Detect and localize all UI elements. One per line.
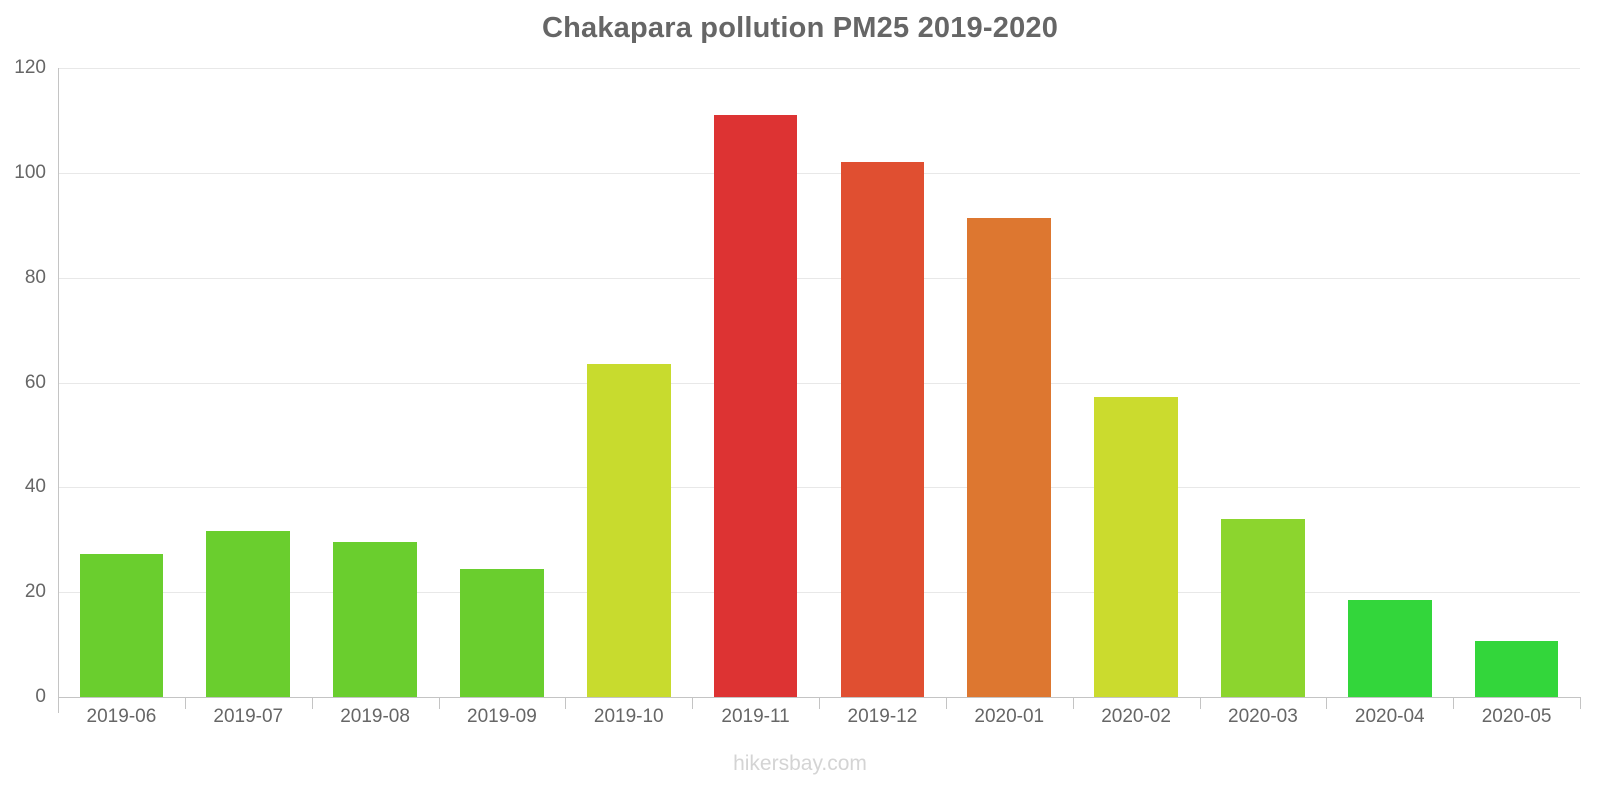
x-tick-label-2020-02: 2020-02 [1101,706,1171,727]
x-tick-label-2019-06: 2019-06 [86,706,157,727]
bar-slot [946,68,1073,697]
bar-2019-11[interactable] [713,115,798,697]
x-tick-mark [1072,697,1074,709]
y-tick-label-20: 20 [24,581,46,603]
y-tick-label-120: 120 [14,57,46,78]
bar-slot [692,68,819,697]
bar-2020-02[interactable] [1094,397,1178,697]
bar-slot [1326,68,1453,697]
x-tick-mark [692,697,694,709]
bar-slot [185,68,312,697]
y-axis-line [58,68,59,713]
x-tick-label-2020-01: 2020-01 [974,706,1045,727]
x-tick-label-2020-03: 2020-03 [1228,706,1298,727]
y-tick-label-60: 60 [24,371,46,393]
bar-slot [565,68,692,697]
x-tick-mark [1580,697,1581,709]
bar-slot [1073,68,1200,697]
bar-2019-07[interactable] [206,531,291,697]
x-tick-mark [438,697,440,709]
x-tick-mark [184,697,186,709]
x-tick-mark [1199,697,1201,709]
bar-2020-05[interactable] [1474,641,1559,697]
x-tick-label-2019-09: 2019-09 [467,706,537,727]
bar-slot [439,68,566,697]
x-tick-mark [945,697,947,709]
bar-2019-12[interactable] [840,162,925,697]
y-tick-label-40: 40 [24,476,46,498]
bar-2019-09[interactable] [460,568,544,697]
bar-2019-08[interactable] [333,541,417,697]
x-tick-mark [819,697,820,709]
bar-2020-04[interactable] [1347,600,1432,697]
gridline-80 [58,277,1580,279]
chart-title: Chakapara pollution PM25 2019-2020 [541,12,1059,44]
x-tick-mark [1326,697,1328,709]
gridline-60 [58,382,1580,384]
bar-slot [312,68,439,697]
x-axis-tick-labels: 2019-06 2019-07 2019-08 2019-09 2019-10 2019-… [58,706,1580,736]
x-tick-label-2019-11: 2019-11 [721,706,790,727]
gridline-20 [58,592,1580,594]
y-tick-label-0: 0 [35,686,46,707]
bars-layer [58,68,1580,697]
bar-2019-06[interactable] [79,554,164,697]
bar-2020-03[interactable] [1221,518,1305,697]
gridline-40 [58,487,1580,489]
x-tick-label-2019-07: 2019-07 [213,706,284,727]
footer-credit: hikersbay.com [733,752,867,775]
x-tick-mark [565,697,567,709]
x-tick-mark [1453,697,1455,709]
x-tick-label-2019-12: 2019-12 [847,706,918,727]
x-tick-label-2020-04: 2020-04 [1354,706,1425,727]
bar-2019-10[interactable] [586,363,671,697]
y-tick-label-80: 80 [24,266,46,288]
bar-slot [1200,68,1327,697]
x-tick-label-2020-05: 2020-05 [1481,706,1552,727]
bar-2020-01[interactable] [967,218,1052,697]
x-tick-mark [311,697,313,709]
x-tick-label-2019-10: 2019-10 [593,706,664,727]
bar-slot [58,68,185,697]
gridline-120 [58,68,1580,69]
y-tick-label-100: 100 [14,161,46,183]
gridline-100 [58,172,1580,174]
bar-slot [1453,68,1580,697]
x-tick-mark [58,697,59,709]
bar-slot [819,68,946,697]
x-tick-label-2019-08: 2019-08 [340,706,410,727]
